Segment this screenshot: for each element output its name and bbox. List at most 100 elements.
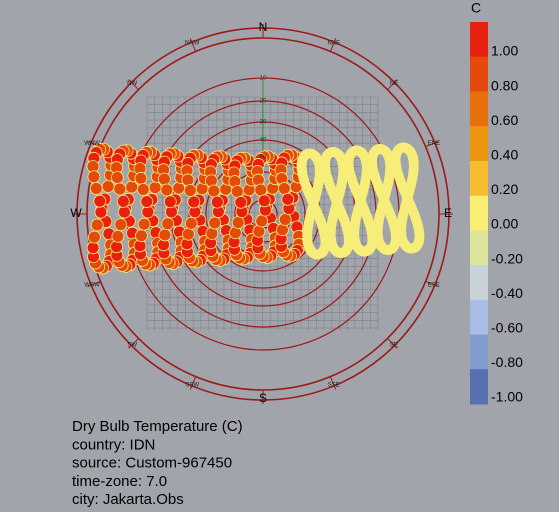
sun-position [101, 180, 115, 193]
sun-position [157, 172, 171, 186]
legend-swatch [470, 91, 488, 127]
tick [425, 140, 439, 148]
compass-minor-label: SSE [328, 382, 340, 388]
tick [329, 376, 337, 390]
sun-position [183, 184, 197, 197]
sun-position [86, 241, 100, 255]
compass-minor-label: NNE [327, 41, 340, 47]
altitude-label: 20 [260, 99, 267, 105]
sun-position [114, 218, 128, 232]
sun-position [234, 195, 248, 209]
sun-position [184, 216, 198, 230]
sun-position [210, 195, 224, 209]
compass-minor-label: WNW [84, 141, 100, 147]
compass-minor-label: ESE [428, 282, 440, 288]
sun-position [277, 182, 291, 195]
legend-swatch [470, 265, 488, 301]
sun-position [182, 227, 195, 241]
sun-position [113, 182, 127, 196]
legend-swatch [470, 334, 488, 370]
compass-minor-label: SSW [185, 382, 199, 388]
sun-position [163, 195, 177, 209]
tick [189, 38, 197, 52]
legend-swatch [470, 299, 488, 336]
legend-label: -1.00 [491, 389, 523, 405]
sun-position [378, 192, 389, 203]
sun-position [93, 194, 107, 208]
sun-position [278, 213, 292, 226]
tick [87, 280, 101, 288]
compass-minor-label: NE [390, 81, 398, 87]
compass-minor-label: NW [127, 81, 137, 87]
sun-position [205, 227, 219, 240]
legend-label: 0.80 [491, 77, 518, 93]
sun-position [172, 181, 186, 195]
sun-position [307, 196, 318, 207]
tick [189, 376, 197, 390]
sun-position [140, 195, 154, 208]
tick [128, 338, 139, 349]
compass-label: S [259, 391, 267, 405]
sun-position [117, 205, 131, 219]
legend-swatch [470, 56, 488, 92]
legend-swatch [470, 22, 488, 58]
altitude-label: 40 [260, 138, 267, 144]
info-line: source: Custom-967450 [72, 455, 232, 472]
sun-position [116, 194, 130, 208]
compass-minor-label: SE [390, 342, 398, 348]
compass-minor-label: ENE [428, 141, 440, 147]
legend-label: 0.40 [491, 147, 518, 163]
sun-position [134, 171, 148, 185]
legend-swatch [470, 195, 488, 231]
sun-position [230, 185, 244, 198]
info-line: country: IDN [72, 436, 155, 453]
sun-position [111, 229, 125, 243]
sun-position [158, 228, 172, 242]
sun-position [208, 216, 222, 230]
sun-position [331, 195, 342, 206]
sun-position [181, 173, 195, 187]
sun-position [125, 180, 139, 194]
sun-position [89, 182, 103, 195]
legend-label: -0.40 [491, 285, 523, 301]
legend-label: 1.00 [491, 43, 518, 59]
sun-position [207, 184, 221, 198]
compass-label: E [444, 206, 452, 220]
legend-swatch [470, 126, 488, 162]
sun-position [87, 170, 101, 184]
sun-position [137, 217, 151, 231]
sun-position [231, 216, 245, 229]
tick [329, 38, 337, 52]
tick [387, 79, 398, 90]
tick [425, 280, 439, 288]
sun-position [110, 171, 124, 184]
sun-position [88, 230, 101, 244]
compass-minor-label: NNW [185, 41, 200, 47]
legend-title: C [471, 0, 481, 16]
sun-position [135, 229, 148, 243]
legend-swatch [470, 369, 488, 405]
sun-position [281, 192, 295, 206]
legend-label: -0.60 [491, 320, 523, 336]
sun-position [148, 181, 162, 195]
sun-position [94, 205, 108, 219]
altitude-label: 10 [260, 76, 267, 82]
sun-position [254, 183, 268, 197]
compass-minor-label: SW [127, 342, 137, 348]
legend-label: 0.20 [491, 181, 518, 197]
legend-label: -0.80 [491, 354, 523, 370]
legend-swatch [470, 230, 488, 266]
compass-label: N [259, 20, 268, 34]
legend-swatch [470, 160, 488, 197]
legend-label: 0.60 [491, 112, 518, 128]
compass-label: W [70, 206, 82, 220]
compass-minor-label: WSW [84, 282, 100, 288]
info-line: time-zone: 7.0 [72, 473, 167, 490]
sun-position [160, 183, 174, 197]
legend: C 1.00 0.80 0.60 0.40 0.20 0.00 -0.20 -0.40 -0.60… [470, 0, 523, 405]
sun-position [161, 217, 175, 231]
sun-positions [86, 142, 425, 275]
tick [387, 338, 398, 349]
